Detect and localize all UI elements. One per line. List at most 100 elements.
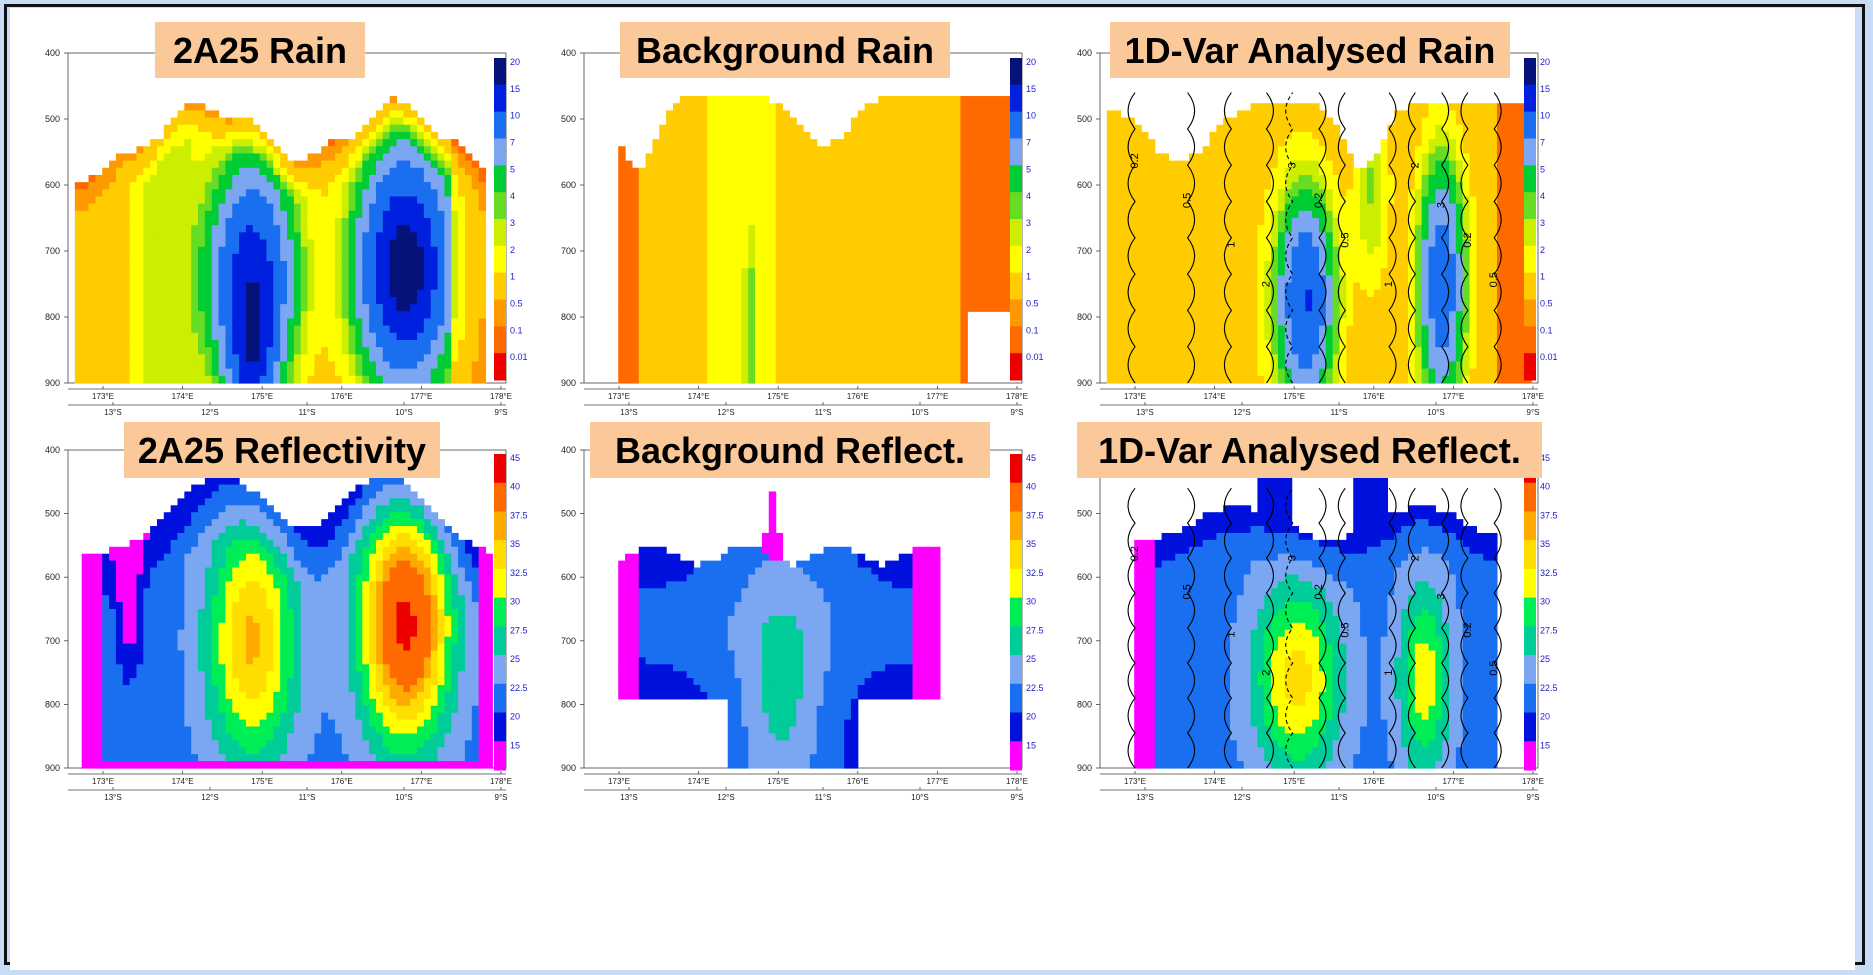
field-cell xyxy=(328,318,335,326)
field-cell xyxy=(260,283,267,291)
field-cell xyxy=(109,304,116,312)
field-cell xyxy=(789,240,796,248)
field-cell xyxy=(136,153,143,161)
field-cell xyxy=(369,318,376,326)
field-cell xyxy=(171,283,178,291)
field-cell xyxy=(342,354,349,362)
field-cell xyxy=(342,311,349,319)
field-cell xyxy=(280,225,287,233)
field-cell xyxy=(143,261,150,269)
field-cell xyxy=(143,196,150,204)
field-cell xyxy=(102,240,109,248)
field-cell xyxy=(878,218,885,226)
field-cell xyxy=(431,232,438,240)
field-cell xyxy=(75,240,82,248)
field-cell xyxy=(933,247,940,255)
field-cell xyxy=(1251,175,1258,183)
field-cell xyxy=(458,161,465,169)
field-cell xyxy=(741,261,748,269)
field-cell xyxy=(906,153,913,161)
field-cell xyxy=(205,304,212,312)
field-cell xyxy=(266,340,273,348)
field-cell xyxy=(1257,161,1264,169)
field-cell xyxy=(335,304,342,312)
field-cell xyxy=(225,189,232,197)
field-cell xyxy=(369,297,376,305)
field-cell xyxy=(301,161,308,169)
field-cell xyxy=(618,153,625,161)
field-cell xyxy=(301,232,308,240)
field-cell xyxy=(273,146,280,154)
field-cell xyxy=(618,297,625,305)
field-cell xyxy=(1415,189,1422,197)
field-cell xyxy=(844,333,851,341)
field-cell xyxy=(817,347,824,355)
field-cell xyxy=(851,161,858,169)
field-cell xyxy=(1483,189,1490,197)
field-cell xyxy=(239,132,246,140)
y-tick-label: 700 xyxy=(561,246,576,256)
field-cell xyxy=(721,304,728,312)
field-cell xyxy=(639,376,646,384)
field-cell xyxy=(75,211,82,219)
field-cell xyxy=(417,283,424,291)
lon-tick-label: 174°E xyxy=(688,392,710,401)
field-cell xyxy=(995,232,1002,240)
field-cell xyxy=(721,118,728,126)
field-cell xyxy=(89,333,96,341)
field-cell xyxy=(1001,297,1008,305)
field-cell xyxy=(824,247,831,255)
field-cell xyxy=(1463,139,1470,147)
colorbar-swatch xyxy=(494,326,506,353)
field-cell xyxy=(82,326,89,334)
field-cell xyxy=(1114,110,1121,118)
field-cell xyxy=(618,340,625,348)
field-cell xyxy=(789,146,796,154)
field-cell xyxy=(1422,168,1429,176)
field-cell xyxy=(735,204,742,212)
field-cell xyxy=(1326,146,1333,154)
field-cell xyxy=(769,132,776,140)
field-cell xyxy=(789,118,796,126)
field-cell xyxy=(349,304,356,312)
field-cell xyxy=(858,139,865,147)
field-cell xyxy=(865,132,872,140)
field-cell xyxy=(212,340,219,348)
field-cell xyxy=(865,175,872,183)
field-cell xyxy=(116,268,123,276)
field-cell xyxy=(714,347,721,355)
field-cell xyxy=(817,189,824,197)
field-cell xyxy=(89,268,96,276)
field-cell xyxy=(878,146,885,154)
field-cell xyxy=(444,275,451,283)
field-cell xyxy=(714,240,721,248)
field-cell xyxy=(116,204,123,212)
field-cell xyxy=(212,139,219,147)
field-cell xyxy=(789,318,796,326)
field-cell xyxy=(1196,161,1203,169)
field-cell xyxy=(1305,161,1312,169)
field-cell xyxy=(1001,283,1008,291)
field-cell xyxy=(906,168,913,176)
field-cell xyxy=(342,204,349,212)
field-cell xyxy=(294,283,301,291)
field-cell xyxy=(1168,182,1175,190)
field-cell xyxy=(253,232,260,240)
field-cell xyxy=(451,247,458,255)
field-cell xyxy=(1476,125,1483,133)
field-cell xyxy=(865,254,872,262)
field-cell xyxy=(136,326,143,334)
colorbar-swatch xyxy=(1010,165,1022,192)
field-cell xyxy=(225,290,232,298)
field-cell xyxy=(892,268,899,276)
field-cell xyxy=(1216,146,1223,154)
field-cell xyxy=(314,175,321,183)
field-cell xyxy=(397,247,404,255)
field-cell xyxy=(1476,146,1483,154)
field-cell xyxy=(253,132,260,140)
field-cell xyxy=(150,139,157,147)
field-cell xyxy=(960,211,967,219)
field-cell xyxy=(342,275,349,283)
field-cell xyxy=(1490,139,1497,147)
